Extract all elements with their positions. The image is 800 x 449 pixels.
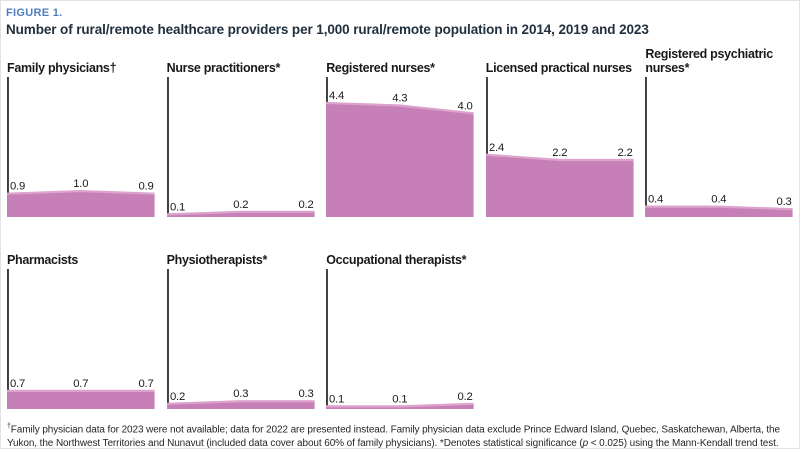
value-label-2023: 0.3	[777, 196, 792, 208]
value-label-2023: 0.2	[298, 199, 313, 211]
chart-title-physiotherapists: Physiotherapists*	[166, 253, 268, 267]
chart-registered-psychiatric-nurses: Registered psychiatric nurses* 0.4 0.4 0.3	[645, 45, 794, 217]
value-label-2014: 0.1	[329, 393, 344, 405]
area-top-line	[326, 101, 474, 115]
area-chart-registered-psychiatric-nurses: 0.4 0.4 0.3	[645, 77, 794, 217]
chart-occupational-therapists: Occupational therapists* 0.1 0.1 0.2	[326, 251, 474, 409]
chart-licensed-practical-nurses: Licensed practical nurses 2.4 2.2 2.2	[485, 45, 634, 217]
area-fill	[645, 206, 793, 217]
chart-title-registered-nurses: Registered nurses*	[326, 61, 435, 75]
value-label-2019: 0.4	[712, 194, 727, 206]
figure-title: Number of rural/remote healthcare provid…	[6, 22, 649, 37]
value-label-2019: 4.3	[392, 92, 407, 104]
value-label-2014: 0.4	[648, 194, 663, 206]
area-chart-pharmacists: 0.7 0.7 0.7	[7, 269, 155, 409]
charts-row-2: Pharmacists 0.7 0.7 0.7 Physiotherapists* 0.2…	[6, 251, 794, 409]
value-label-2019: 0.7	[73, 378, 88, 390]
value-label-2014: 0.7	[10, 378, 25, 390]
figure-label: FIGURE 1.	[6, 7, 63, 19]
chart-title-registered-psychiatric-nurses: Registered psychiatric nurses*	[645, 47, 773, 75]
value-label-2019: 0.3	[233, 388, 248, 400]
area-top-line	[485, 153, 634, 162]
area-fill	[7, 390, 155, 409]
chart-pharmacists: Pharmacists 0.7 0.7 0.7	[7, 251, 155, 409]
area-chart-occupational-therapists: 0.1 0.1 0.2	[326, 269, 474, 409]
area-chart-nurse-practitioners: 0.1 0.2 0.2	[166, 77, 315, 217]
area-chart-licensed-practical-nurses: 2.4 2.2 2.2	[485, 77, 634, 217]
area-top-line	[6, 189, 155, 195]
chart-title-licensed-practical-nurses: Licensed practical nurses	[485, 61, 632, 75]
value-label-2014: 0.9	[10, 181, 25, 193]
value-label-2019: 0.2	[233, 199, 248, 211]
footnote-text-1: Family physician data for 2023 were not …	[7, 424, 780, 449]
value-label-2019: 1.0	[73, 178, 88, 190]
area-top-line	[166, 210, 315, 216]
value-label-2014: 2.4	[489, 142, 504, 154]
value-label-2023: 4.0	[458, 100, 473, 112]
area-top-line	[166, 400, 315, 405]
value-label-2023: 0.7	[138, 378, 153, 390]
footnote-dagger: †	[7, 423, 11, 430]
value-label-2014: 0.2	[170, 391, 185, 403]
value-label-2014: 4.4	[329, 90, 344, 102]
footnote: †Family physician data for 2023 were not…	[6, 422, 794, 449]
value-label-2023: 0.3	[298, 388, 313, 400]
area-fill	[485, 154, 634, 217]
value-label-2019: 2.2	[552, 147, 567, 159]
area-chart-family-physicians: 0.9 1.0 0.9	[6, 77, 155, 217]
value-label-2014: 0.1	[170, 201, 185, 213]
footnote-p-symbol: p	[582, 437, 589, 449]
charts-row-1: Family physicians† 0.9 1.0 0.9 Nurse practit…	[6, 45, 794, 217]
area-chart-physiotherapists: 0.2 0.3 0.3	[166, 269, 315, 409]
area-top-line	[326, 402, 474, 408]
chart-physiotherapists: Physiotherapists* 0.2 0.3 0.3	[166, 251, 315, 409]
chart-title-occupational-therapists: Occupational therapists*	[326, 253, 467, 267]
value-label-2023: 2.2	[617, 147, 632, 159]
area-fill	[7, 191, 155, 217]
footnote-text-2: < 0.025) using the Mann-Kendall trend te…	[588, 437, 779, 449]
chart-family-physicians: Family physicians† 0.9 1.0 0.9	[6, 45, 155, 217]
chart-nurse-practitioners: Nurse practitioners* 0.1 0.2 0.2	[166, 45, 315, 217]
value-label-2019: 0.1	[392, 393, 407, 405]
chart-title-pharmacists: Pharmacists	[7, 253, 79, 267]
chart-title-family-physicians: Family physicians†	[7, 61, 117, 75]
chart-registered-nurses: Registered nurses* 4.4 4.3 4.0	[326, 45, 474, 217]
chart-title-nurse-practitioners: Nurse practitioners*	[166, 61, 281, 75]
area-top-line	[645, 205, 794, 211]
area-chart-registered-nurses: 4.4 4.3 4.0	[326, 77, 474, 217]
area-fill	[326, 102, 474, 217]
value-label-2023: 0.2	[458, 391, 473, 403]
value-label-2023: 0.9	[138, 181, 153, 193]
